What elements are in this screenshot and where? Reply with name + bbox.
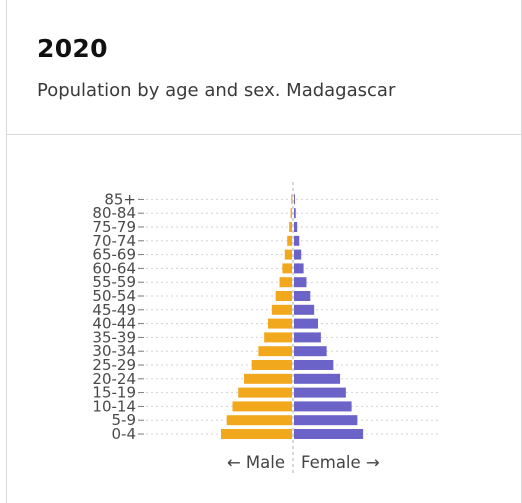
age-tick-label: 5-9 — [112, 411, 137, 429]
bar-female-5-9[interactable] — [294, 415, 358, 426]
age-tick-label: 60-64 — [92, 259, 136, 277]
bar-female-0-4[interactable] — [294, 429, 364, 439]
bars — [220, 194, 364, 439]
age-tick-label: 40-44 — [92, 315, 136, 333]
bar-female-75-79[interactable] — [294, 222, 298, 232]
age-tick-label: 10-14 — [92, 397, 136, 415]
bar-male-45-49[interactable] — [271, 304, 292, 315]
bar-female-55-59[interactable] — [294, 277, 307, 288]
bar-male-65-69[interactable] — [284, 249, 292, 260]
bar-male-55-59[interactable] — [279, 277, 292, 288]
chart-title: 2020 — [37, 34, 108, 63]
bar-male-85+[interactable] — [291, 194, 293, 205]
x-axis-label-male: ← Male — [227, 453, 285, 472]
age-tick-label: 65-69 — [92, 246, 136, 264]
bar-female-45-49[interactable] — [294, 304, 315, 315]
age-tick-label: 80-84 — [92, 204, 136, 222]
chart-subtitle: Population by age and sex. Madagascar — [37, 80, 396, 101]
bar-female-20-24[interactable] — [294, 373, 341, 384]
age-tick-label: 75-79 — [92, 218, 136, 236]
bar-male-35-39[interactable] — [264, 332, 292, 343]
age-tick-label: 70-74 — [92, 232, 136, 250]
bar-female-60-64[interactable] — [294, 263, 304, 274]
bar-male-10-14[interactable] — [232, 401, 292, 412]
chart-card: 2020 Population by age and sex. Madagasc… — [6, 0, 522, 503]
bar-male-80-84[interactable] — [290, 208, 292, 219]
age-tick-label: 85+ — [104, 190, 136, 208]
bar-female-10-14[interactable] — [294, 401, 352, 412]
age-tick-label: 20-24 — [92, 370, 136, 388]
age-tick-label: 0-4 — [112, 425, 137, 443]
bar-female-25-29[interactable] — [294, 360, 334, 370]
age-tick-label: 55-59 — [92, 273, 136, 291]
age-tick-labels: 0-45-910-1415-1920-2425-2930-3435-3940-4… — [92, 190, 144, 443]
bar-female-35-39[interactable] — [294, 332, 321, 343]
bar-male-60-64[interactable] — [282, 263, 292, 274]
bar-female-15-19[interactable] — [294, 387, 346, 398]
age-tick-label: 15-19 — [92, 384, 136, 402]
bar-male-5-9[interactable] — [226, 415, 292, 426]
age-tick-label: 35-39 — [92, 328, 136, 346]
bar-female-50-54[interactable] — [294, 291, 311, 301]
bar-female-65-69[interactable] — [294, 249, 302, 260]
bar-male-70-74[interactable] — [287, 235, 292, 246]
bar-male-15-19[interactable] — [238, 387, 292, 398]
age-tick-label: 30-34 — [92, 342, 136, 360]
bar-male-30-34[interactable] — [258, 346, 292, 357]
bar-male-75-79[interactable] — [289, 222, 292, 232]
bar-female-80-84[interactable] — [294, 208, 296, 219]
bar-male-25-29[interactable] — [251, 360, 292, 370]
bar-male-20-24[interactable] — [244, 373, 292, 384]
bar-male-0-4[interactable] — [220, 429, 292, 439]
age-tick-label: 45-49 — [92, 301, 136, 319]
age-tick-label: 50-54 — [92, 287, 136, 305]
bar-female-85+[interactable] — [294, 194, 295, 205]
x-axis-label-female: Female → — [301, 453, 380, 472]
card-header: 2020 Population by age and sex. Madagasc… — [7, 0, 521, 135]
age-tick-label: 25-29 — [92, 356, 136, 374]
bar-male-50-54[interactable] — [275, 291, 292, 301]
bar-female-30-34[interactable] — [294, 346, 327, 357]
bar-male-40-44[interactable] — [268, 318, 292, 329]
bar-female-70-74[interactable] — [294, 235, 300, 246]
bar-female-40-44[interactable] — [294, 318, 318, 329]
